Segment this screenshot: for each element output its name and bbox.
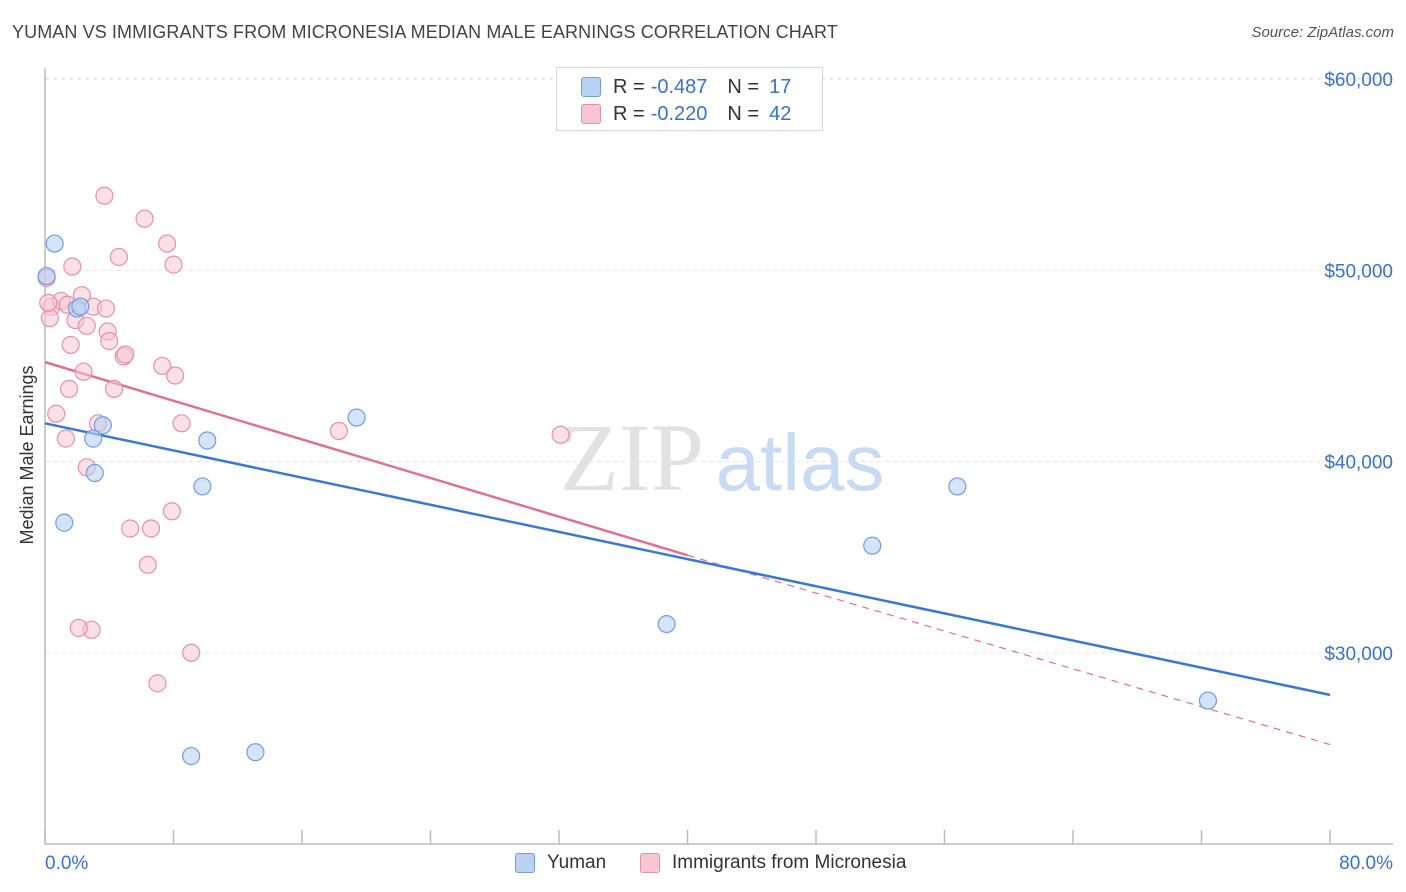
micronesia-point xyxy=(77,316,96,335)
micronesia-point xyxy=(157,234,177,253)
micronesia-trend-line xyxy=(44,360,688,557)
micronesia-point xyxy=(164,255,183,274)
legend-label: Immigrants from Micronesia xyxy=(672,852,907,873)
yuman-point xyxy=(347,408,366,427)
micronesia-point xyxy=(329,421,349,441)
micronesia-point xyxy=(47,404,66,423)
micronesia-point xyxy=(40,309,59,328)
micronesia-point xyxy=(63,257,82,276)
micronesia-trend-extension xyxy=(687,554,1331,746)
watermark-atlas: atlas xyxy=(716,418,885,507)
yuman-point xyxy=(863,536,882,555)
micronesia-point xyxy=(39,293,58,312)
source-label: Source: ZipAtlas.com xyxy=(1251,24,1394,41)
yuman-point xyxy=(37,266,56,286)
axes xyxy=(44,68,1393,845)
yuman-swatch xyxy=(581,77,601,97)
n-value: 17 xyxy=(769,75,792,98)
micronesia-point xyxy=(109,247,128,267)
legend-label: Yuman xyxy=(547,852,607,873)
micronesia-point xyxy=(153,356,172,376)
yuman-point xyxy=(84,429,103,448)
yuman-point xyxy=(1198,691,1218,710)
micronesia-point xyxy=(141,519,161,538)
r-value: -0.220 xyxy=(650,102,708,125)
yuman-point xyxy=(193,477,212,496)
n-label: N = xyxy=(727,102,760,125)
micronesia-point xyxy=(182,643,201,662)
y-axis-label: Median Male Earnings xyxy=(17,365,37,544)
yuman-point xyxy=(198,431,217,450)
micronesia-point xyxy=(59,379,79,398)
yuman-point xyxy=(93,416,112,435)
n-value: 42 xyxy=(769,102,792,125)
correlation-legend: R = -0.487 N = 17 R = -0.220 N = 42 xyxy=(556,67,823,131)
yuman-trend-line xyxy=(44,422,1331,697)
trend-lines xyxy=(44,360,1331,746)
yuman-point xyxy=(55,513,74,532)
chart-title: YUMAN VS IMMIGRANTS FROM MICRONESIA MEDI… xyxy=(12,22,838,42)
y-tick-label: $40,000 xyxy=(1324,453,1393,474)
ticks: $30,000 $40,000 $50,000 $60,000 0.0% 80.0% xyxy=(45,70,1393,874)
points xyxy=(37,186,1218,766)
legend-row-yuman: R = -0.487 N = 17 xyxy=(581,75,791,99)
micronesia-point xyxy=(135,209,154,228)
yuman-point xyxy=(85,463,104,483)
micronesia-point xyxy=(172,414,191,433)
micronesia-point xyxy=(100,331,119,351)
micronesia-point xyxy=(166,366,185,385)
x-tick-label: 0.0% xyxy=(45,853,88,874)
micronesia-swatch xyxy=(581,104,601,124)
x-tick-label: 80.0% xyxy=(1339,853,1393,874)
yuman-point xyxy=(657,614,676,634)
y-tick-label: $60,000 xyxy=(1324,70,1393,91)
micronesia-point xyxy=(56,429,75,448)
n-label: N = xyxy=(727,75,760,98)
micronesia-point xyxy=(95,186,114,205)
yuman-point xyxy=(246,743,265,762)
micronesia-point xyxy=(96,299,116,318)
legend-item-yuman[interactable]: Yuman xyxy=(515,852,606,874)
watermark-zip: ZIP xyxy=(560,404,704,511)
micronesia-point xyxy=(162,502,181,521)
micronesia-point xyxy=(116,345,135,364)
micronesia-point xyxy=(121,519,140,538)
y-tick-label: $30,000 xyxy=(1324,644,1393,665)
legend-row-micronesia: R = -0.220 N = 42 xyxy=(581,102,791,126)
r-value: -0.487 xyxy=(650,75,708,98)
legend-item-micronesia[interactable]: Immigrants from Micronesia xyxy=(640,852,906,874)
yuman-point xyxy=(45,234,64,253)
micronesia-point xyxy=(104,379,124,398)
micronesia-point xyxy=(551,425,570,444)
r-label: R = xyxy=(613,102,645,125)
micronesia-point xyxy=(69,618,88,638)
series-legend: Yuman Immigrants from Micronesia xyxy=(0,852,1406,876)
yuman-point xyxy=(948,477,967,496)
micronesia-point xyxy=(61,335,80,355)
yuman-swatch xyxy=(515,853,535,873)
yuman-point xyxy=(71,297,90,316)
micronesia-point xyxy=(138,555,157,574)
micronesia-point xyxy=(74,362,93,381)
y-tick-label: $50,000 xyxy=(1324,261,1393,282)
r-label: R = xyxy=(613,75,645,98)
micronesia-point xyxy=(148,674,167,693)
micronesia-swatch xyxy=(640,853,660,873)
yuman-point xyxy=(182,746,201,766)
